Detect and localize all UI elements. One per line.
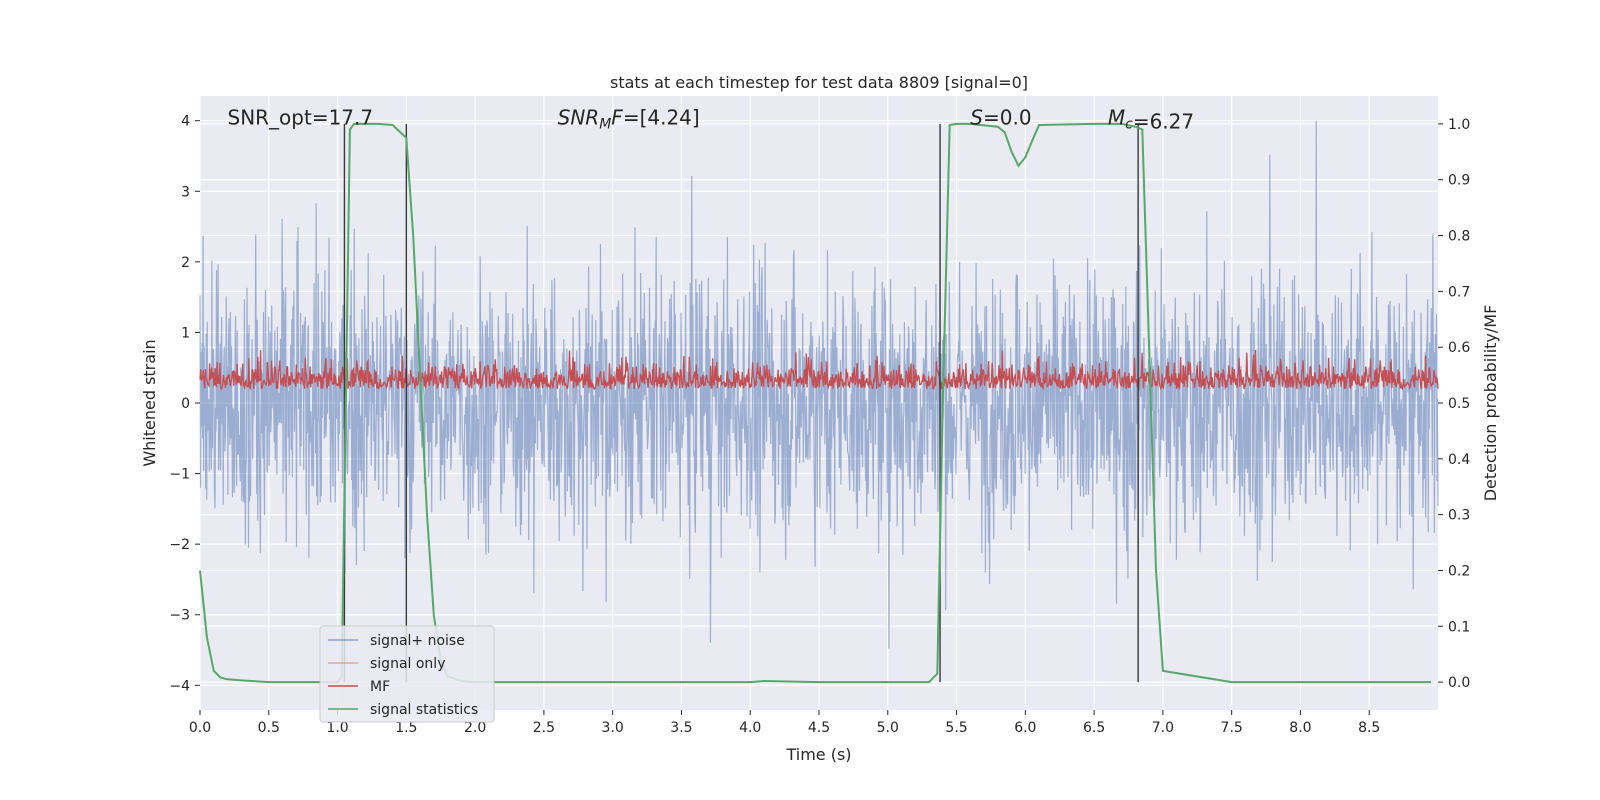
x-tick-label: 0.5 <box>258 720 280 736</box>
x-tick-label: 8.0 <box>1289 720 1311 736</box>
x-tick-label: 0.0 <box>189 720 211 736</box>
x-tick-label: 3.5 <box>670 720 692 736</box>
annotation-mc-value: Mc=6.27 <box>1108 106 1194 134</box>
legend: signal+ noise signal only MF signal stat… <box>319 625 495 723</box>
legend-label-mf: MF <box>370 679 390 695</box>
y-tick-label: −1 <box>169 467 190 483</box>
y-tick-label: −3 <box>169 608 190 624</box>
y-tick-label: 0 <box>181 396 190 412</box>
x-tick-label: 7.0 <box>1152 720 1174 736</box>
vertical-markers <box>343 123 1139 683</box>
y-right-tick-label: 0.5 <box>1448 396 1470 412</box>
x-tick-label: 5.0 <box>877 720 899 736</box>
y-tick-label: 2 <box>181 255 190 271</box>
legend-label-signal-statistics: signal statistics <box>370 702 478 718</box>
annotation-s-value: S=0.0 <box>970 106 1031 130</box>
x-tick-label: 6.5 <box>1083 720 1105 736</box>
y-axis-right: 0.0 0.1 0.2 0.3 0.4 0.5 0.6 0.7 0.8 0.9 1.0 <box>1438 117 1470 691</box>
legend-label-signal-noise: signal+ noise <box>370 633 465 649</box>
y-tick-label: −2 <box>169 537 190 553</box>
y-right-tick-label: 0.7 <box>1448 284 1470 300</box>
x-tick-label: 4.0 <box>739 720 761 736</box>
x-axis-label: Time (s) <box>785 745 851 764</box>
y-right-tick-label: 0.4 <box>1448 452 1470 468</box>
x-tick-label: 7.5 <box>1221 720 1243 736</box>
y-axis-label-right: Detection probability/MF <box>1481 305 1500 502</box>
x-tick-label: 8.5 <box>1358 720 1380 736</box>
legend-label-signal-only: signal only <box>370 656 445 672</box>
y-tick-label: 3 <box>181 184 190 200</box>
x-tick-label: 1.0 <box>326 720 348 736</box>
y-right-tick-label: 0.0 <box>1448 675 1470 691</box>
annotations: SNR_opt=17.7 SNRMF=[4.24] S=0.0 Mc=6.27 <box>228 106 1195 134</box>
y-axis-label: Whitened strain <box>140 339 159 466</box>
x-tick-label: 5.5 <box>945 720 967 736</box>
y-right-tick-label: 0.2 <box>1448 563 1470 579</box>
x-tick-label: 6.0 <box>1014 720 1036 736</box>
chart-title: stats at each timestep for test data 880… <box>610 73 1028 92</box>
x-tick-label: 2.5 <box>533 720 555 736</box>
y-right-tick-label: 0.3 <box>1448 508 1470 524</box>
annotation-snr-mf: SNRMF=[4.24] <box>558 106 700 133</box>
y-tick-label: 4 <box>181 114 190 130</box>
y-tick-label: −4 <box>169 678 190 694</box>
y-right-tick-label: 1.0 <box>1448 117 1470 133</box>
annotation-snr-opt: SNR_opt=17.7 <box>228 106 374 130</box>
signal-statistics-line <box>199 122 1432 684</box>
legend-box <box>319 625 495 723</box>
y-right-tick-label: 0.1 <box>1448 619 1470 635</box>
y-axis-left: −4 −3 −2 −1 0 1 2 3 4 <box>169 114 200 694</box>
x-tick-label: 4.5 <box>808 720 830 736</box>
x-axis: 0.0 0.5 1.0 1.5 2.0 2.5 3.0 3.5 4.0 4.5 5.0 5.5 6.0 6… <box>189 710 1380 736</box>
x-tick-label: 1.5 <box>395 720 417 736</box>
y-right-tick-label: 0.8 <box>1448 229 1470 245</box>
y-tick-label: 1 <box>181 325 190 341</box>
y-right-tick-label: 0.9 <box>1448 173 1470 189</box>
x-tick-label: 3.0 <box>602 720 624 736</box>
y-right-tick-label: 0.6 <box>1448 340 1470 356</box>
signal-statistics-series <box>199 122 1432 684</box>
x-tick-label: 2.0 <box>464 720 486 736</box>
